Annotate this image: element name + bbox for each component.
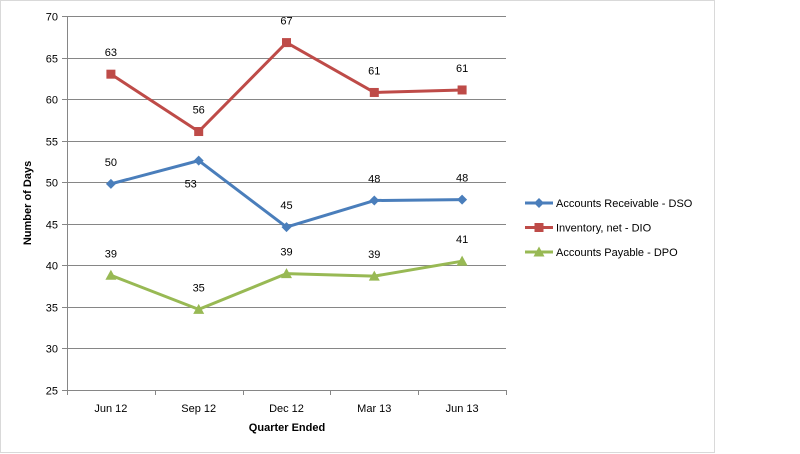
data-label: 39: [105, 248, 117, 260]
data-point-triangle: [193, 303, 205, 314]
data-label: 48: [368, 174, 380, 186]
data-point-triangle: [281, 268, 292, 279]
data-labels: 50 53 45 48 48 63 56 67 61 61 39 35 39 39 41: [105, 16, 468, 295]
y-tick-label: 50: [46, 178, 58, 190]
data-point-square: [457, 85, 467, 95]
y-tick-label: 40: [46, 261, 58, 273]
data-point-diamond: [534, 198, 544, 208]
data-label: 48: [456, 173, 468, 185]
legend-label: Accounts Receivable - DSO: [556, 198, 693, 210]
data-point-triangle: [105, 269, 117, 280]
data-point-diamond: [105, 178, 116, 189]
y-tick-label: 45: [46, 220, 58, 232]
data-label: 61: [368, 65, 380, 77]
y-tick-label: 70: [46, 12, 58, 24]
x-tick-label: Mar 13: [357, 403, 391, 415]
data-point-triangle: [533, 246, 545, 257]
data-label: 39: [280, 247, 292, 259]
x-tick-label: Dec 12: [269, 403, 304, 415]
data-point-square: [194, 127, 204, 137]
y-tick-label: 35: [46, 303, 58, 315]
data-point-square: [282, 38, 291, 48]
legend: Accounts Receivable - DSO Inventory, net …: [525, 198, 693, 259]
y-tick-label: 30: [46, 344, 58, 356]
data-label: 67: [280, 16, 292, 28]
x-tick-label: Sep 12: [181, 403, 216, 415]
x-axis-title: Quarter Ended: [249, 422, 325, 434]
y-tick-label: 55: [46, 137, 58, 149]
data-label: 50: [105, 157, 117, 169]
y-tick-label: 25: [46, 386, 58, 398]
y-tick-label: 65: [46, 54, 58, 66]
data-point-triangle: [456, 255, 468, 266]
y-tick-label: 60: [46, 95, 58, 107]
data-point-diamond: [193, 155, 204, 166]
y-axis-title: Number of Days: [22, 161, 34, 245]
legend-label: Inventory, net - DIO: [556, 223, 652, 235]
data-point-square: [534, 223, 544, 232]
data-label: 53: [185, 179, 197, 191]
chart-frame: [0, 0, 715, 453]
legend-label: Accounts Payable - DPO: [556, 247, 678, 259]
x-axis-ticks: Jun 12 Sep 12 Dec 12 Mar 13 Jun 13: [67, 390, 507, 415]
data-label: 63: [105, 47, 117, 59]
data-label: 45: [280, 200, 292, 212]
data-point-diamond: [369, 195, 380, 206]
data-label: 39: [368, 249, 380, 261]
data-point-square: [369, 87, 379, 97]
series-group: [105, 38, 468, 314]
data-point-triangle: [368, 270, 380, 281]
x-tick-label: Jun 12: [94, 403, 127, 415]
data-point-diamond: [457, 194, 468, 205]
data-point-square: [106, 69, 116, 79]
data-point-diamond: [281, 222, 292, 233]
data-label: 35: [193, 282, 205, 294]
data-label: 41: [456, 234, 468, 246]
data-label: 56: [193, 105, 205, 117]
data-label: 61: [456, 63, 468, 75]
y-axis-ticks: 25 30 35 40 45 50 55 60 65 70: [46, 12, 67, 398]
axes: [67, 16, 506, 391]
x-tick-label: Jun 13: [446, 403, 479, 415]
